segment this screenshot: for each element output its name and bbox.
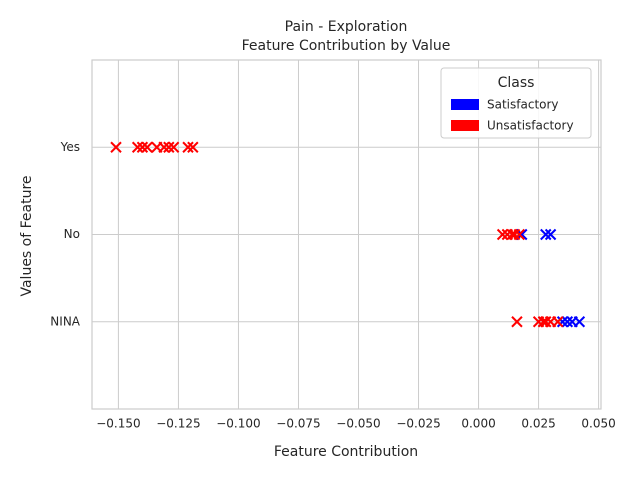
x-tick-label: −0.150	[96, 417, 140, 431]
point	[131, 141, 144, 153]
point	[110, 141, 122, 153]
y-tick-label: Yes	[60, 140, 80, 154]
y-tick-label: NINA	[50, 314, 80, 328]
point	[540, 316, 552, 328]
point	[573, 316, 586, 328]
point	[167, 141, 180, 153]
point	[511, 316, 523, 328]
x-tick-label: 0.025	[521, 417, 555, 431]
legend: Class Satisfactory Unsatisfactory	[440, 67, 592, 139]
x-axis-label: Feature Contribution	[274, 444, 418, 460]
y-axis-label: Values of Feature	[19, 175, 35, 296]
y-tick-label: No	[64, 227, 80, 241]
point	[552, 316, 564, 328]
legend-label: Satisfactory	[487, 98, 559, 112]
point	[496, 228, 509, 241]
point	[544, 228, 557, 241]
plot-frame	[91, 59, 602, 410]
x-tick-label: −0.025	[396, 417, 440, 431]
x-tick-label: 0.000	[461, 417, 495, 431]
point	[136, 141, 149, 153]
point	[163, 141, 175, 153]
legend-swatch	[451, 120, 479, 131]
x-tick-label: −0.075	[276, 417, 320, 431]
x-tick-label: −0.050	[336, 417, 380, 431]
point	[187, 141, 199, 153]
x-tick-label: −0.125	[156, 417, 200, 431]
point	[141, 141, 153, 153]
chart-subtitle: Feature Contribution by Value	[242, 38, 451, 54]
legend-swatch	[451, 99, 479, 110]
point	[561, 316, 574, 328]
chart-title: Pain - Exploration	[285, 19, 408, 35]
point	[508, 228, 521, 241]
point	[158, 141, 170, 153]
x-tick-label: 0.050	[581, 417, 615, 431]
legend-label: Unsatisfactory	[487, 119, 574, 133]
x-tick-label: −0.100	[216, 417, 260, 431]
point	[540, 228, 552, 241]
point	[182, 141, 194, 153]
point	[513, 228, 526, 241]
legend-title: Class	[498, 75, 535, 91]
point	[556, 316, 569, 328]
